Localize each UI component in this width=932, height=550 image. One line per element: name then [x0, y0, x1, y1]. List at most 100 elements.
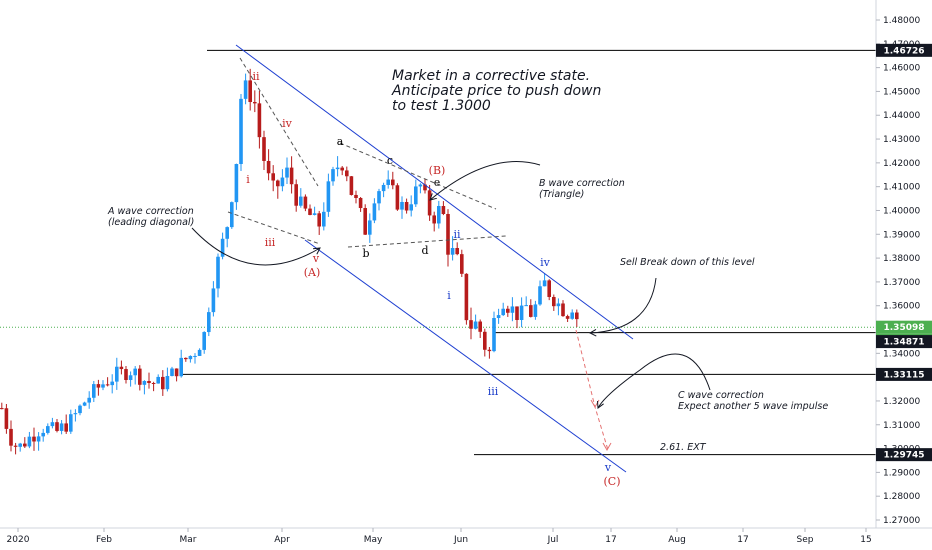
- candle-body: [207, 312, 211, 333]
- candle-body: [524, 305, 528, 307]
- wave-label: i: [246, 173, 250, 186]
- candle: [0, 402, 4, 410]
- candle: [27, 431, 32, 449]
- candle: [193, 353, 197, 364]
- candle: [538, 280, 542, 306]
- horizontal-levels: [0, 49, 876, 456]
- time-axis[interactable]: 2020 Feb Mar Apr May Jun Jul 17 Aug 17 Sep 15: [7, 528, 872, 545]
- price-tag-label: 1.46726: [884, 46, 925, 56]
- candle-body: [211, 288, 216, 313]
- candle: [151, 381, 156, 392]
- candle: [478, 319, 482, 339]
- candle: [556, 298, 561, 316]
- c-wave-arrow-head: [597, 400, 604, 409]
- candle: [331, 166, 335, 186]
- y-tick-label: 1.34000: [883, 349, 920, 359]
- price-tag: 1.35098: [876, 320, 932, 334]
- candle: [506, 305, 510, 317]
- candle: [381, 182, 386, 198]
- candle-body: [87, 397, 91, 403]
- price-tag: 1.46726: [876, 43, 932, 57]
- candle-body: [506, 308, 510, 313]
- candle: [138, 365, 142, 391]
- candle-body: [202, 332, 206, 350]
- wave-label: v: [604, 461, 612, 474]
- projection-arrowhead: [602, 442, 612, 452]
- candle-body: [331, 169, 335, 182]
- candle-body: [92, 384, 96, 398]
- candle: [414, 179, 418, 207]
- candle: [184, 357, 188, 362]
- candle-body: [27, 436, 32, 447]
- candle: [533, 300, 538, 320]
- candle: [575, 309, 579, 327]
- candle-body: [73, 413, 78, 415]
- wave-label: d: [421, 244, 428, 257]
- candle-body: [82, 402, 87, 406]
- candle-body: [78, 405, 82, 414]
- candle: [565, 314, 570, 322]
- channel-lower-line: [304, 239, 627, 473]
- c-wave-annotation: C wave correction: [678, 390, 764, 401]
- candle: [128, 371, 133, 387]
- candle: [464, 273, 469, 325]
- y-tick-label: 1.32000: [883, 397, 920, 407]
- candle-body: [165, 375, 170, 390]
- y-tick-label: 1.46000: [883, 64, 920, 74]
- candle-body: [322, 211, 326, 227]
- candle: [165, 367, 170, 392]
- candle: [455, 242, 459, 256]
- x-tick-label: Sep: [797, 535, 814, 545]
- candle: [230, 201, 234, 229]
- candle-body: [257, 103, 262, 138]
- candle: [207, 307, 211, 337]
- candle: [409, 195, 413, 217]
- c-wave-annotation: Expect another 5 wave impulse: [678, 401, 828, 412]
- candle-body: [234, 164, 239, 203]
- candle-body: [220, 238, 225, 257]
- wave-label: (B): [429, 164, 446, 177]
- candle-body: [533, 304, 538, 317]
- wave-label: b: [362, 247, 369, 260]
- candle: [561, 300, 565, 317]
- a-wave-arrow-head: [312, 247, 321, 255]
- candle-body: [395, 185, 400, 210]
- candle: [82, 401, 87, 407]
- candle: [404, 198, 409, 214]
- candle-body: [115, 366, 119, 382]
- candle-body: [216, 256, 220, 289]
- candle-body: [303, 196, 308, 209]
- candle: [483, 328, 487, 357]
- candle: [174, 368, 179, 382]
- candle: [552, 294, 556, 311]
- candle-body: [542, 280, 547, 287]
- candle: [211, 281, 216, 317]
- candle: [519, 297, 524, 328]
- candle: [515, 306, 519, 329]
- candle: [524, 296, 528, 307]
- price-tag-label: 1.29745: [884, 451, 925, 461]
- candle: [349, 175, 354, 196]
- price-tag: 1.33115: [876, 367, 932, 381]
- candle-body: [326, 181, 331, 212]
- y-tick-label: 1.36000: [883, 302, 920, 312]
- y-tick-label: 1.31000: [883, 421, 920, 431]
- candle: [312, 206, 317, 216]
- candle-body: [128, 375, 133, 380]
- candle: [101, 380, 105, 391]
- x-tick-label: 17: [737, 535, 748, 545]
- candle-body: [142, 381, 147, 385]
- candle-body: [119, 366, 124, 370]
- candle-body: [59, 423, 64, 431]
- candle: [303, 194, 308, 212]
- candle-body: [432, 215, 436, 224]
- wave-label: i: [447, 289, 451, 302]
- candle: [64, 414, 68, 434]
- x-tick-label: Mar: [180, 535, 197, 545]
- candle-body: [230, 202, 234, 228]
- candle-body: [358, 198, 363, 209]
- candle: [87, 391, 91, 409]
- candle-body: [179, 357, 183, 377]
- wave-label: iv: [540, 256, 551, 269]
